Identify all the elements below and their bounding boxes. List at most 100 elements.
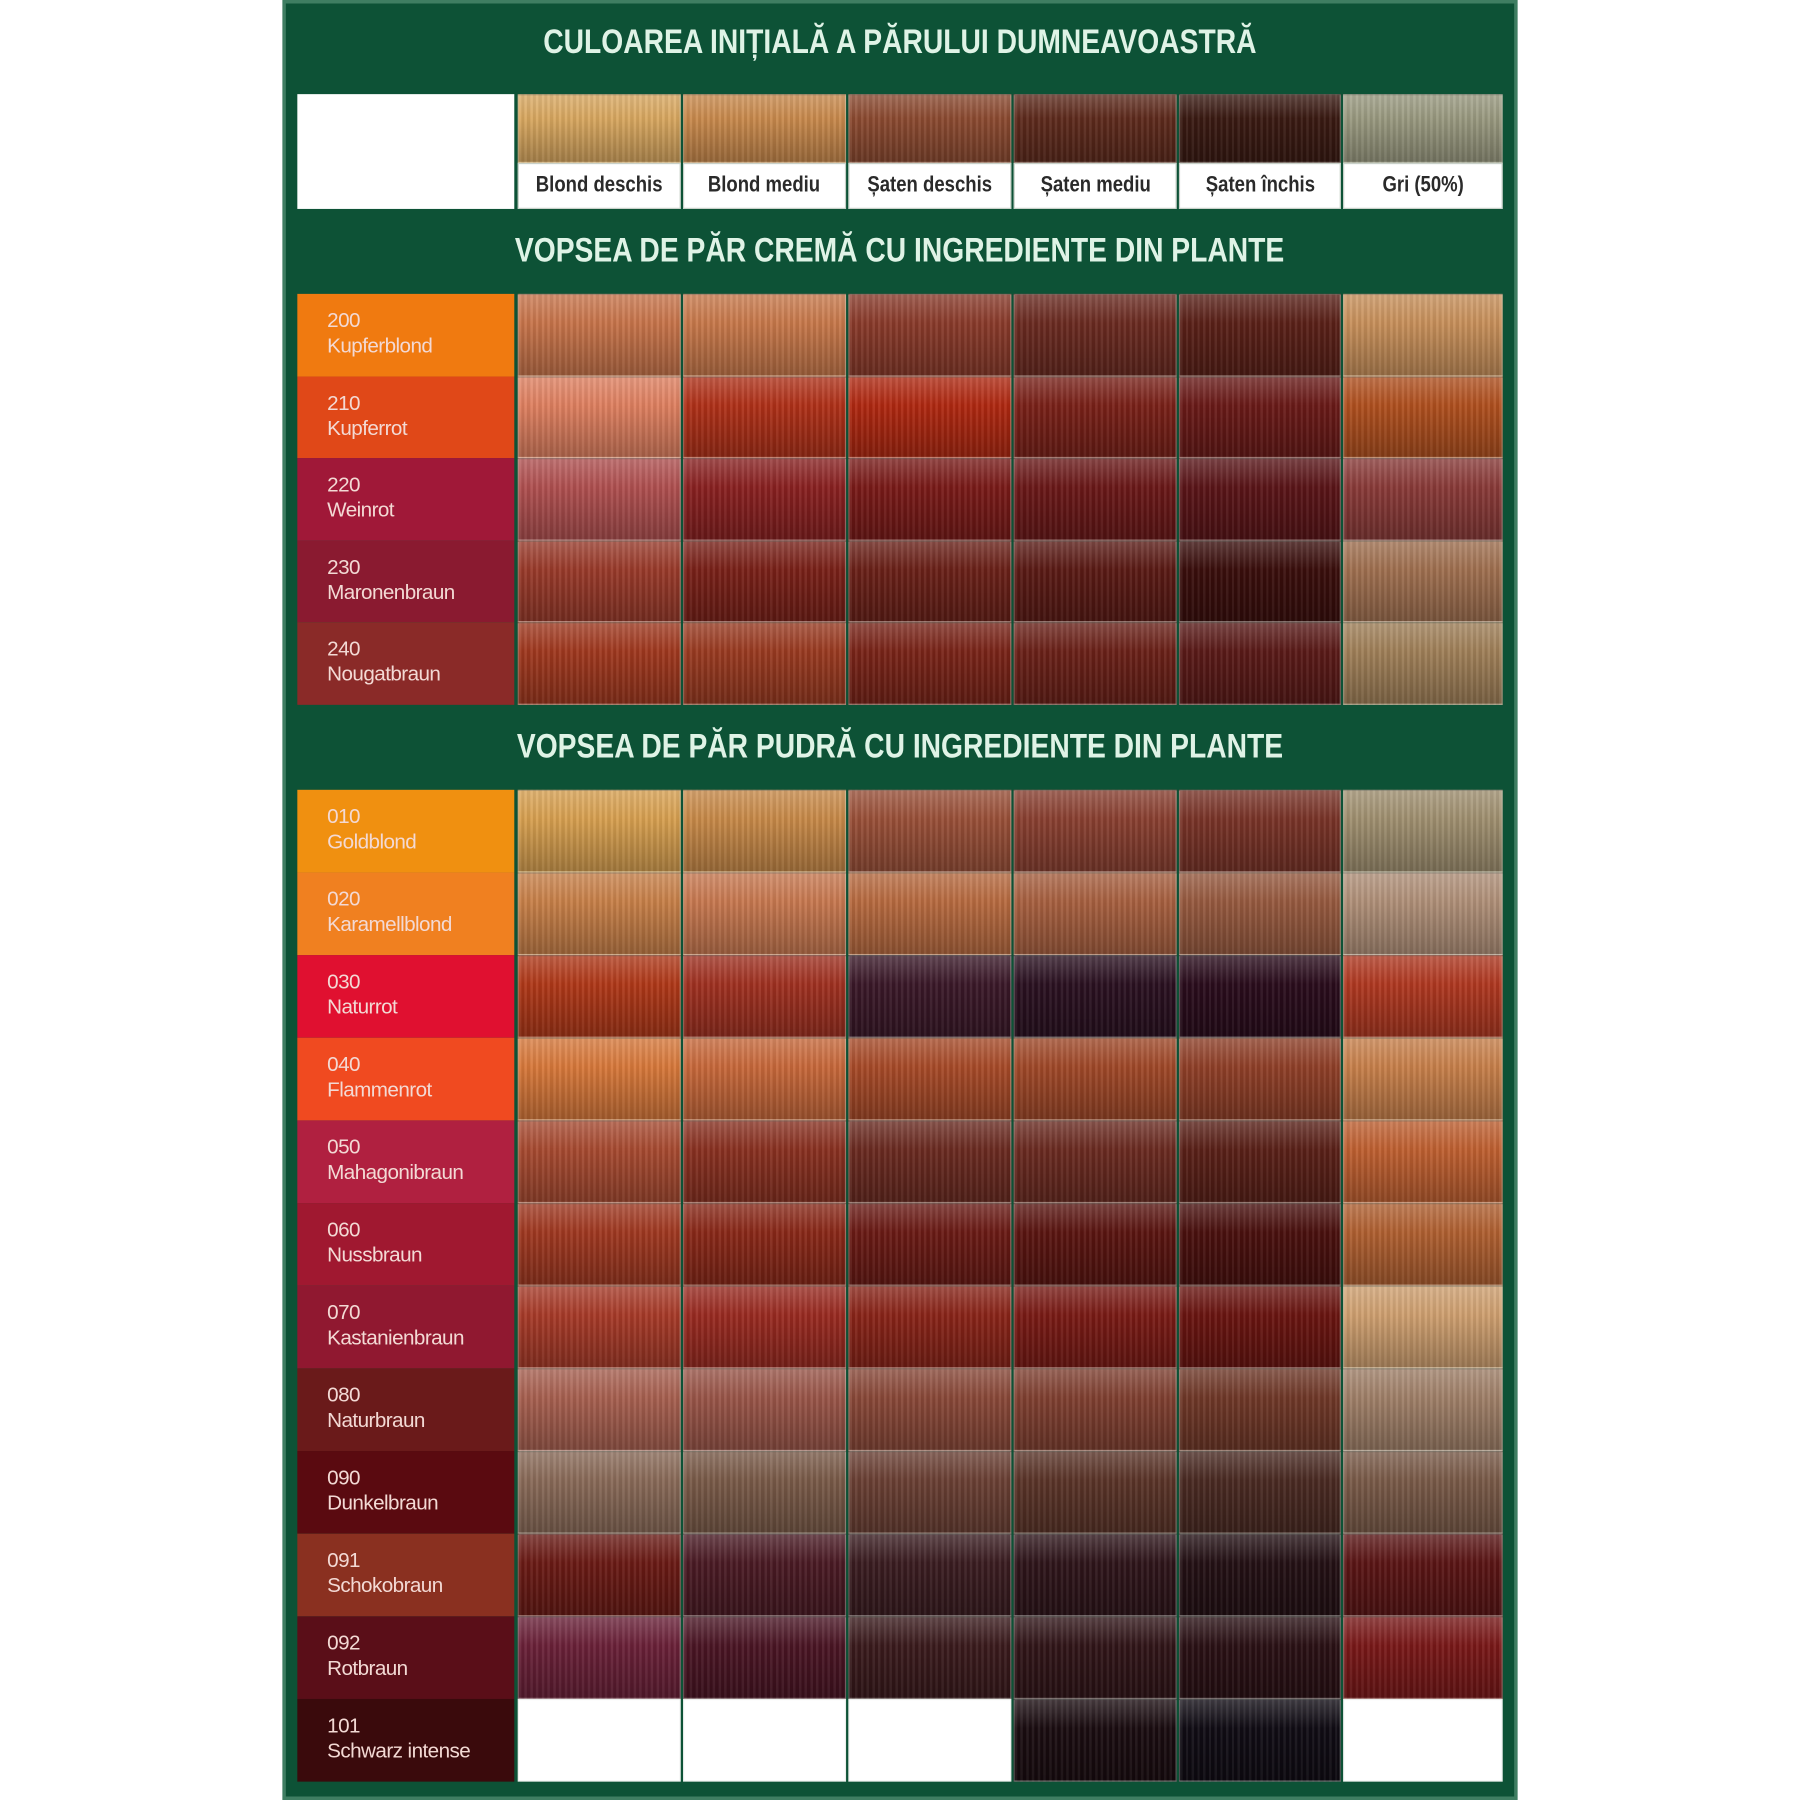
shade-code: 050 (327, 1135, 360, 1159)
result-swatch (683, 1368, 847, 1452)
heading-cream: VOPSEA DE PĂR CREMĂ CU INGREDIENTE DIN P… (282, 232, 1517, 271)
shade-name: Weinrot (327, 498, 394, 522)
result-swatch (1178, 1616, 1341, 1699)
initial-color-label-text: Blond deschis (535, 173, 663, 198)
result-swatch (683, 1120, 847, 1204)
shade-code: 092 (327, 1631, 360, 1655)
shade-name: Kupferrot (327, 416, 408, 440)
result-swatch (848, 293, 1012, 377)
result-swatch (1013, 293, 1177, 377)
result-swatch (1343, 1616, 1503, 1699)
result-swatch (683, 1037, 847, 1121)
result-swatch (683, 1533, 847, 1617)
shade-code: 040 (327, 1052, 360, 1076)
result-swatch (1178, 1451, 1341, 1534)
result-swatch (1013, 872, 1177, 956)
shade-code: 220 (327, 473, 360, 497)
shade-label: 090 Dunkelbraun (297, 1451, 515, 1534)
result-swatch (1343, 1698, 1503, 1782)
result-swatch (517, 1120, 681, 1204)
result-swatch (1178, 540, 1341, 623)
shade-code: 070 (327, 1300, 360, 1324)
shade-name: Schwarz intense (327, 1739, 471, 1763)
color-chart-panel: CULOAREA INIȚIALĂ A PĂRULUI DUMNEAVOASTR… (282, 0, 1518, 1800)
result-swatch (517, 1368, 681, 1452)
shade-label: 092 Rotbraun (297, 1616, 515, 1699)
result-swatch (1013, 1533, 1177, 1617)
result-swatch (683, 1285, 847, 1369)
result-swatch (1013, 1698, 1177, 1782)
result-swatch (1343, 1037, 1503, 1121)
shade-code: 210 (327, 390, 360, 414)
initial-color-label-text: Gri (50%) (1382, 173, 1464, 198)
result-swatch (683, 458, 847, 541)
shade-code: 091 (327, 1548, 360, 1572)
initial-color-label: Șaten închis (1178, 163, 1341, 209)
result-swatch (1013, 1285, 1177, 1369)
result-swatch (1343, 1533, 1503, 1617)
result-swatch (683, 376, 847, 459)
initial-color-label-text: Șaten deschis (867, 173, 993, 198)
shade-code: 200 (327, 308, 360, 332)
shade-code: 101 (327, 1713, 360, 1737)
shade-code: 010 (327, 804, 360, 828)
result-swatch (517, 1533, 681, 1617)
result-swatch (683, 1698, 847, 1782)
result-swatch (848, 1698, 1012, 1782)
initial-color-label: Gri (50%) (1343, 163, 1503, 209)
result-swatch (848, 1533, 1012, 1617)
result-swatch (848, 458, 1012, 541)
shade-label: 070 Kastanienbraun (297, 1285, 515, 1369)
shade-name: Dunkelbraun (327, 1491, 439, 1515)
result-swatch (1343, 540, 1503, 623)
initial-color-swatch (1343, 94, 1503, 164)
shade-label: 050 Mahagonibraun (297, 1120, 515, 1204)
shade-name: Karamellblond (327, 912, 452, 936)
result-swatch (1013, 1451, 1177, 1534)
initial-color-label-text: Șaten mediu (1040, 173, 1151, 198)
shade-code: 240 (327, 637, 360, 661)
result-swatch (1013, 540, 1177, 623)
result-swatch (1343, 1285, 1503, 1369)
result-swatch (517, 1037, 681, 1121)
result-swatch (1343, 293, 1503, 377)
result-swatch (1343, 1368, 1503, 1452)
result-swatch (1343, 1120, 1503, 1204)
shade-label: 080 Naturbraun (297, 1368, 515, 1452)
shade-label: 040 Flammenrot (297, 1037, 515, 1121)
result-swatch (1013, 622, 1177, 705)
shade-label: 060 Nussbraun (297, 1203, 515, 1286)
shade-code: 230 (327, 555, 360, 579)
result-swatch (517, 540, 681, 623)
shade-name: Naturrot (327, 995, 398, 1019)
result-swatch (848, 1368, 1012, 1452)
result-swatch (1178, 376, 1341, 459)
heading-powder-text: VOPSEA DE PĂR PUDRĂ CU INGREDIENTE DIN P… (516, 727, 1284, 766)
initial-color-swatch (1013, 94, 1177, 164)
result-swatch (848, 1203, 1012, 1286)
result-swatch (517, 1285, 681, 1369)
result-swatch (848, 872, 1012, 956)
result-swatch (848, 789, 1012, 873)
blank-corner-cell (297, 94, 515, 209)
result-swatch (1343, 458, 1503, 541)
result-swatch (848, 1037, 1012, 1121)
result-swatch (848, 622, 1012, 705)
result-swatch (517, 622, 681, 705)
result-swatch (683, 1616, 847, 1699)
result-swatch (517, 1203, 681, 1286)
shade-name: Kupferblond (327, 334, 433, 358)
result-swatch (683, 872, 847, 956)
initial-color-swatch (683, 94, 847, 164)
shade-name: Mahagonibraun (327, 1160, 464, 1184)
result-swatch (517, 1698, 681, 1782)
result-swatch (1343, 622, 1503, 705)
result-swatch (1013, 458, 1177, 541)
result-swatch (1013, 1616, 1177, 1699)
result-swatch (848, 1120, 1012, 1204)
shade-label: 020 Karamellblond (297, 872, 515, 956)
result-swatch (1013, 1120, 1177, 1204)
shade-code: 090 (327, 1465, 360, 1489)
result-swatch (517, 376, 681, 459)
shade-name: Kastanienbraun (327, 1325, 464, 1349)
